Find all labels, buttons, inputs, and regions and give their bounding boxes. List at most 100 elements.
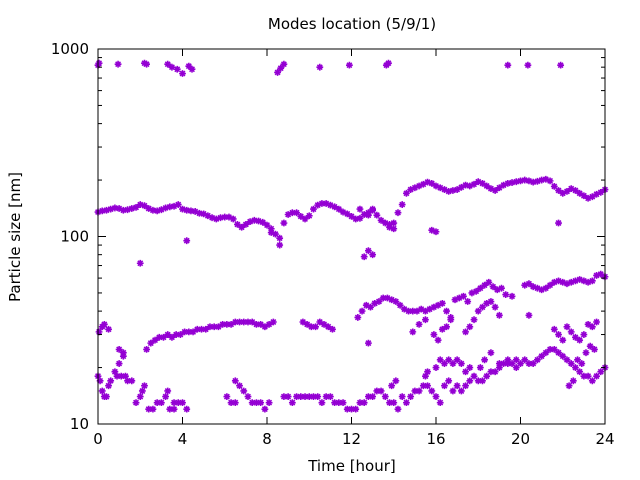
- data-point: [394, 209, 402, 217]
- data-point: [377, 216, 385, 224]
- data-point: [386, 399, 393, 407]
- data-point: [508, 360, 516, 367]
- data-point: [512, 356, 520, 364]
- data-point: [434, 301, 442, 309]
- data-point: [472, 287, 480, 295]
- data-point: [103, 393, 110, 400]
- data-point: [225, 213, 233, 221]
- data-point: [559, 278, 567, 286]
- x-axis-label: Time [hour]: [307, 457, 396, 475]
- data-point: [307, 323, 315, 331]
- data-point: [183, 237, 191, 245]
- data-point: [238, 223, 246, 231]
- data-point: [419, 180, 427, 188]
- data-point: [572, 333, 579, 341]
- data-point: [580, 331, 588, 338]
- data-points: [94, 59, 609, 413]
- data-point: [352, 215, 360, 223]
- data-point: [495, 364, 503, 371]
- data-point: [267, 225, 275, 233]
- data-point: [474, 178, 482, 186]
- data-point: [322, 200, 330, 207]
- data-point: [593, 318, 600, 326]
- data-point: [297, 213, 305, 220]
- data-point: [567, 185, 575, 193]
- data-point: [565, 382, 573, 390]
- data-point: [424, 368, 431, 376]
- data-point: [466, 323, 474, 331]
- data-point: [436, 184, 444, 192]
- data-point: [331, 399, 338, 407]
- data-point: [141, 382, 148, 390]
- data-point: [381, 393, 389, 400]
- data-point: [441, 382, 448, 390]
- data-point: [153, 207, 161, 215]
- data-point: [445, 188, 453, 195]
- data-point: [132, 399, 140, 407]
- data-point: [428, 226, 436, 234]
- data-point: [597, 188, 605, 196]
- data-point: [521, 356, 529, 364]
- data-point: [365, 247, 372, 255]
- data-point: [136, 259, 144, 267]
- data-point: [248, 399, 256, 407]
- data-point: [550, 325, 558, 333]
- data-point: [441, 186, 448, 193]
- data-point: [546, 281, 554, 289]
- data-point: [487, 185, 495, 193]
- data-point: [588, 323, 596, 331]
- data-point: [244, 318, 252, 326]
- data-point: [95, 59, 103, 67]
- data-point: [107, 205, 115, 213]
- data-point: [369, 205, 377, 213]
- data-point: [576, 276, 584, 283]
- data-point: [476, 364, 484, 371]
- data-point: [415, 182, 423, 190]
- data-point: [369, 251, 377, 259]
- data-point: [170, 405, 178, 413]
- data-point: [538, 286, 546, 294]
- data-point: [136, 201, 144, 208]
- data-point: [521, 176, 529, 184]
- data-point: [489, 283, 497, 291]
- data-point: [288, 399, 296, 407]
- data-point: [447, 316, 455, 324]
- data-point: [517, 360, 524, 367]
- data-point: [479, 377, 486, 385]
- data-point: [542, 175, 550, 183]
- data-point: [546, 345, 554, 353]
- data-point: [318, 399, 326, 407]
- data-point: [576, 189, 584, 197]
- data-point: [476, 284, 484, 292]
- data-point: [356, 399, 364, 407]
- data-point: [550, 183, 558, 190]
- data-point: [143, 60, 150, 68]
- data-point: [277, 64, 285, 72]
- data-point: [227, 399, 235, 407]
- data-point: [426, 305, 434, 313]
- data-point: [487, 298, 495, 305]
- data-point: [223, 393, 231, 400]
- data-point: [451, 296, 459, 304]
- data-point: [114, 60, 122, 68]
- data-point: [113, 372, 121, 380]
- data-point: [132, 203, 140, 211]
- data-point: [188, 65, 196, 73]
- data-point: [187, 207, 195, 215]
- data-point: [122, 372, 129, 380]
- data-point: [297, 393, 305, 400]
- data-point: [204, 212, 212, 220]
- data-point: [394, 405, 402, 413]
- data-point: [318, 200, 326, 207]
- data-point: [580, 277, 588, 285]
- data-point: [424, 382, 431, 390]
- data-point: [316, 318, 324, 326]
- data-point: [555, 277, 562, 285]
- data-point: [593, 272, 600, 279]
- data-point: [453, 186, 461, 193]
- data-point: [479, 179, 486, 187]
- data-point: [185, 62, 193, 70]
- y-tick-label: 10: [70, 415, 89, 433]
- data-point: [529, 360, 537, 367]
- data-point: [138, 387, 146, 395]
